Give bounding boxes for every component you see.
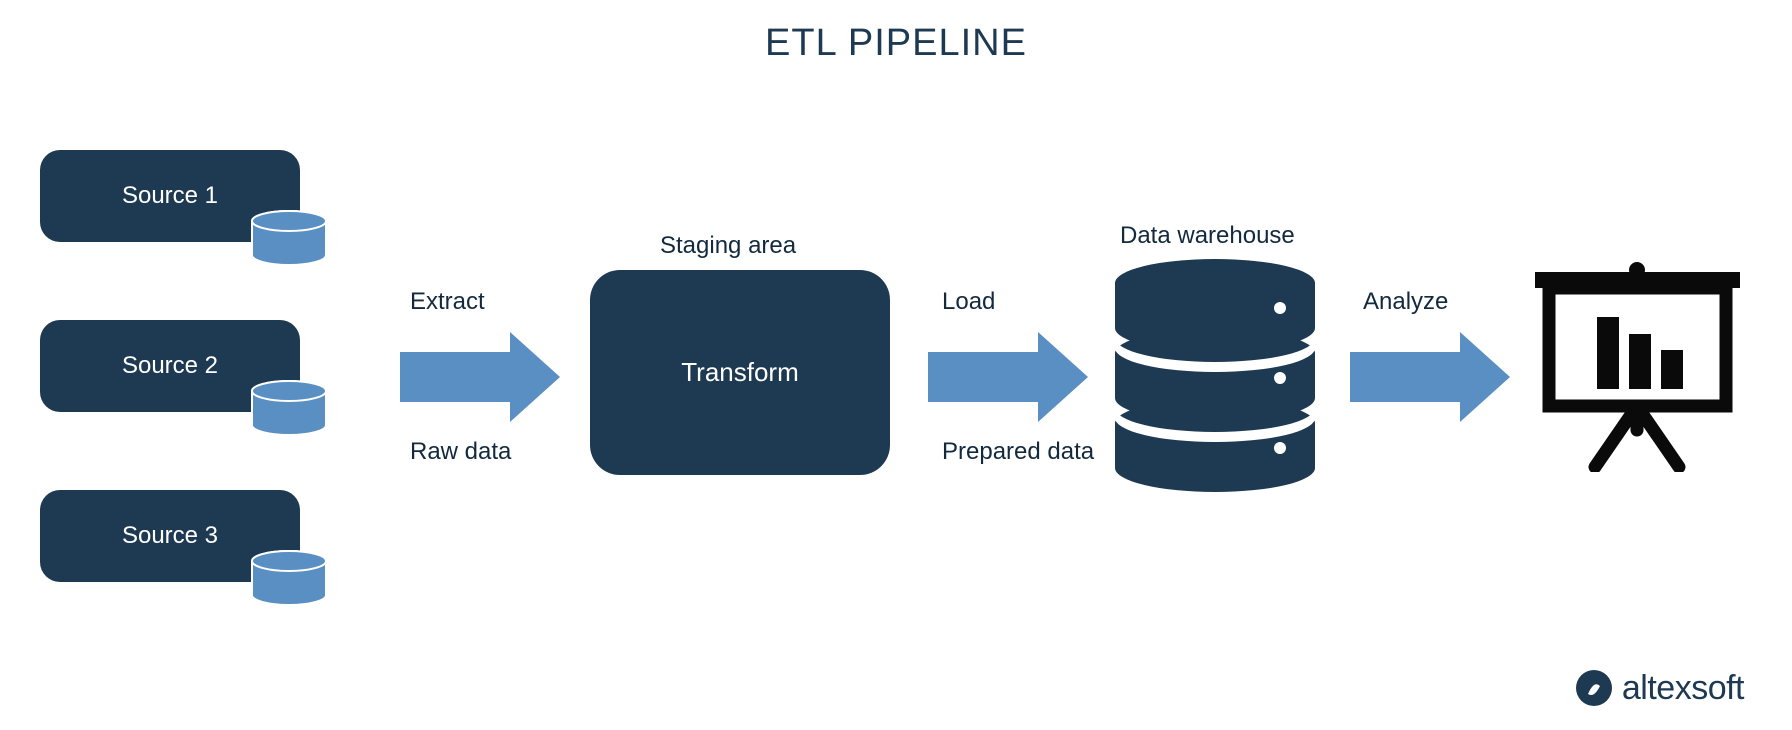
logo-icon [1574,668,1614,708]
source-label: Source 3 [122,522,218,550]
cylinder-icon [250,550,328,606]
warehouse-label: Data warehouse [1120,222,1295,250]
database-icon [1110,258,1320,498]
cylinder-icon [250,380,328,436]
staging-area-label: Staging area [660,232,796,260]
arrow-icon [928,332,1088,422]
arrow-label-top: Analyze [1363,288,1448,316]
arrow-icon [1350,332,1510,422]
logo-text: altexsoft [1622,669,1744,708]
arrow-label-bottom: Prepared data [942,438,1094,466]
brand-logo: altexsoft [1574,668,1744,708]
source-label: Source 2 [122,352,218,380]
presentation-icon [1535,262,1740,472]
diagram-title: ETL PIPELINE [0,22,1792,65]
arrow-label-bottom: Raw data [410,438,511,466]
transform-box: Transform [590,270,890,475]
transform-label: Transform [681,357,799,388]
arrow-label-top: Load [942,288,995,316]
arrow-label-top: Extract [410,288,485,316]
arrow-icon [400,332,560,422]
source-label: Source 1 [122,182,218,210]
cylinder-icon [250,210,328,266]
